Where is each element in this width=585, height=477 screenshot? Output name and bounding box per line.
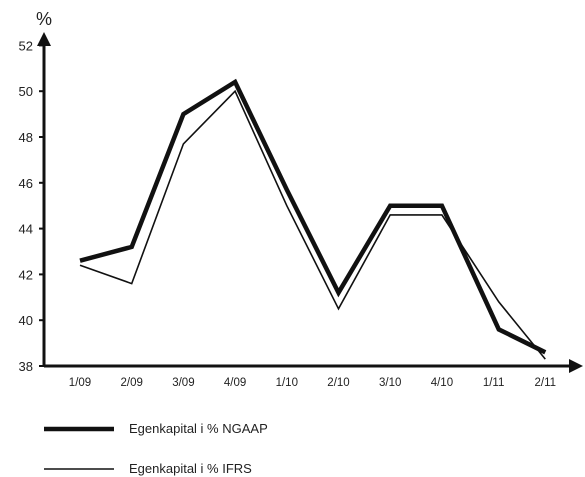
y-axis-ticks: 38 40 42 44 46 48 50 52 xyxy=(19,38,44,374)
axes: % xyxy=(36,9,583,373)
y-tick-label: 50 xyxy=(19,84,33,99)
x-tick-label: 2/09 xyxy=(121,377,143,389)
x-axis-arrow-icon xyxy=(569,359,583,373)
y-axis-unit-label: % xyxy=(36,9,52,29)
legend-label: Egenkapital i % NGAAP xyxy=(129,421,268,436)
x-tick-label: 1/10 xyxy=(276,377,298,389)
x-tick-label: 2/10 xyxy=(327,377,349,389)
x-tick-label: 4/10 xyxy=(431,377,453,389)
y-tick-label: 38 xyxy=(19,359,33,374)
x-tick-label: 1/09 xyxy=(69,377,91,389)
y-tick-label: 46 xyxy=(19,176,33,191)
legend: Egenkapital i % NGAAP Egenkapital i % IFR… xyxy=(44,421,268,476)
x-tick-label: 1/11 xyxy=(483,377,505,389)
y-tick-label: 44 xyxy=(19,222,33,237)
y-tick-label: 40 xyxy=(19,313,33,328)
series-line-ifrs xyxy=(79,89,546,360)
x-axis-ticks: 1/09 2/09 3/09 4/09 1/10 2/10 3/10 4/10 1/11 2/11 xyxy=(69,377,556,389)
legend-label: Egenkapital i % IFRS xyxy=(129,461,252,476)
series-layer xyxy=(79,78,547,360)
x-tick-label: 3/10 xyxy=(379,377,401,389)
series-line-ngaap xyxy=(79,78,547,355)
x-tick-label: 3/09 xyxy=(172,377,194,389)
y-tick-label: 52 xyxy=(19,38,33,53)
x-tick-label: 2/11 xyxy=(535,377,557,389)
x-tick-label: 4/09 xyxy=(224,377,246,389)
y-tick-label: 48 xyxy=(19,130,33,145)
y-axis-arrow-icon xyxy=(37,32,51,46)
y-tick-label: 42 xyxy=(19,267,33,282)
